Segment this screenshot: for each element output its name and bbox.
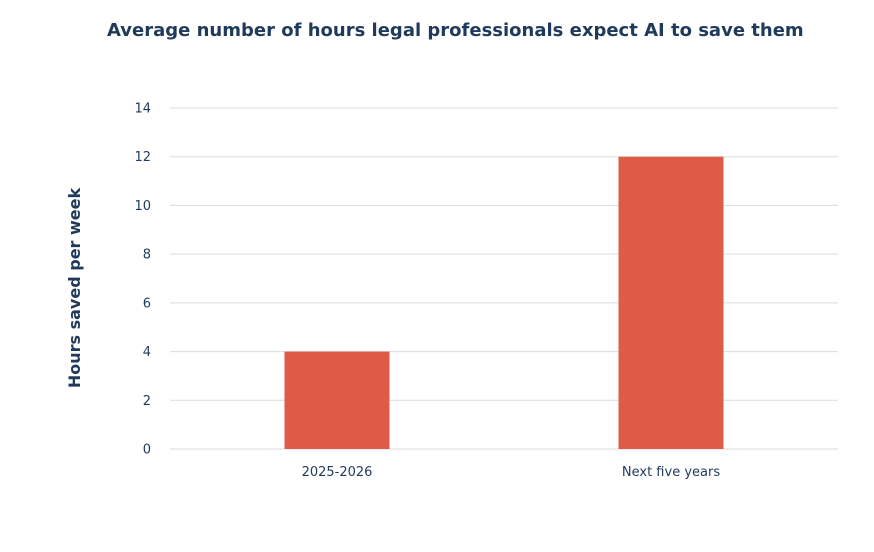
y-tick-label: 14: [134, 102, 151, 117]
gridlines: [170, 107, 838, 450]
bars: [284, 156, 724, 449]
y-tick-label: 4: [143, 345, 151, 360]
y-tick-label: 6: [143, 296, 151, 311]
y-tick-label: 10: [134, 199, 151, 214]
bar-next-five-years: [618, 156, 724, 449]
y-axis-ticks: 0 2 4 6 8 10 12 14: [134, 102, 151, 458]
x-axis-ticks: 2025-2026 Next five years: [302, 465, 721, 480]
bar-2025-2026: [284, 351, 390, 449]
y-tick-label: 2: [143, 394, 151, 409]
y-tick-label: 12: [134, 150, 151, 165]
chart-title: Average number of hours legal profession…: [107, 20, 804, 41]
x-tick-label: Next five years: [622, 465, 720, 480]
y-axis-label: Hours saved per week: [65, 188, 84, 389]
y-tick-label: 0: [143, 443, 151, 458]
y-tick-label: 8: [143, 248, 151, 263]
x-tick-label: 2025-2026: [302, 465, 373, 480]
